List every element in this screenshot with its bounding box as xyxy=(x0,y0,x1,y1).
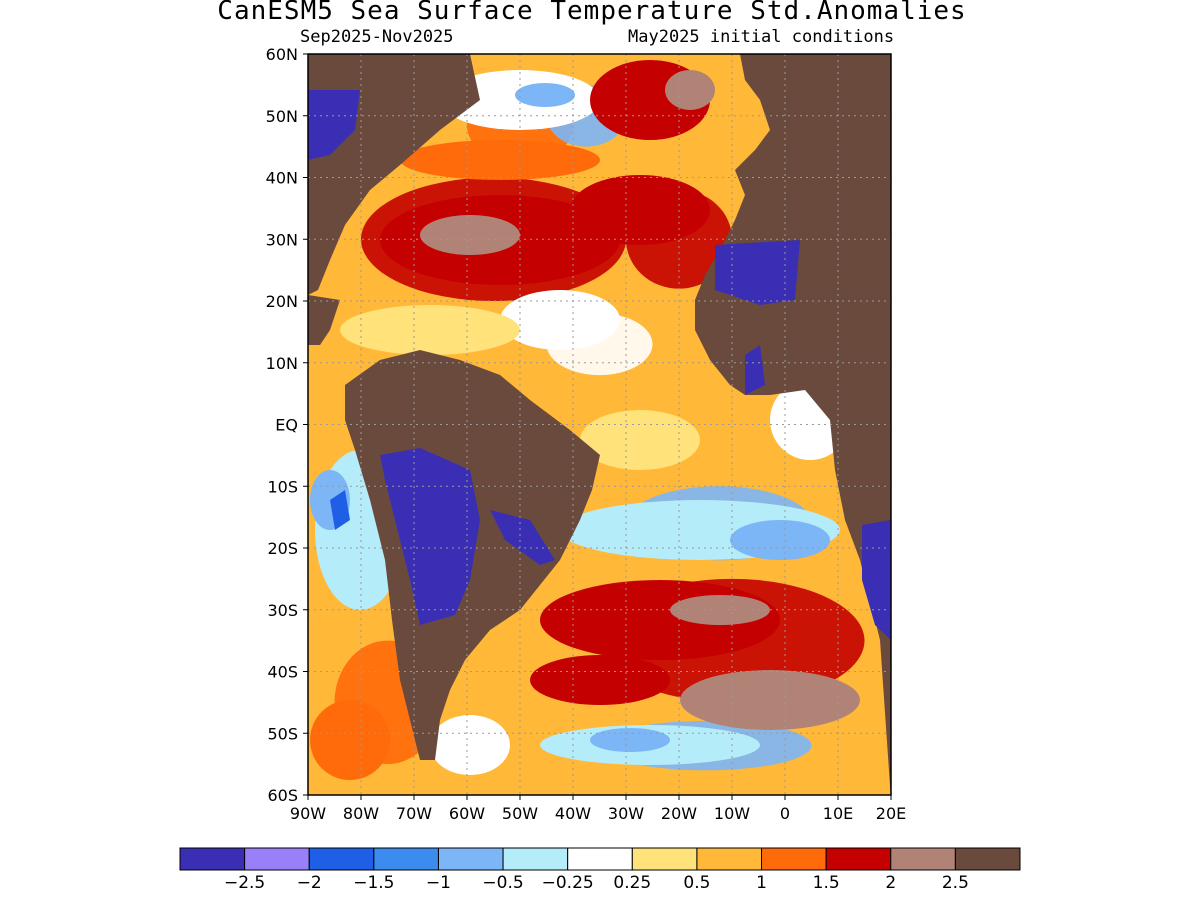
lon-tick-label: 20E xyxy=(876,804,906,823)
colorbar-swatch xyxy=(502,847,569,871)
lon-tick-label: 40W xyxy=(555,804,591,823)
lat-tick-label: 50S xyxy=(267,724,298,743)
colorbar-swatch xyxy=(373,847,439,871)
colorbar-swatch xyxy=(696,847,763,871)
lon-tick-label: 90W xyxy=(290,804,326,823)
lat-tick-label: 10N xyxy=(266,354,298,373)
lon-tick-label: 60W xyxy=(449,804,485,823)
lat-tick-label: 20N xyxy=(266,292,298,311)
lon-tick-label: 70W xyxy=(396,804,432,823)
lon-tick-label: 50W xyxy=(502,804,538,823)
longitude-axis: 90W 80W 70W 60W 50W 40W 30W 20W 10W 0 10E 20E xyxy=(290,795,906,823)
forecast-period: Sep2025-Nov2025 xyxy=(300,27,454,47)
lon-tick-label: 10E xyxy=(823,804,853,823)
colorbar-swatch xyxy=(179,847,246,871)
colorbar-swatch xyxy=(825,847,892,871)
colorbar-label: −0.5 xyxy=(482,873,523,893)
lat-tick-label: 50N xyxy=(266,107,298,126)
colorbar-swatch xyxy=(954,847,1021,871)
lat-tick-label: 30N xyxy=(266,230,298,249)
grid-lines xyxy=(308,54,891,795)
lat-tick-label: 40S xyxy=(267,663,298,682)
colorbar-swatch xyxy=(308,847,375,871)
lon-tick-label: 10W xyxy=(714,804,750,823)
lat-tick-label: 10S xyxy=(267,477,298,496)
initial-conditions-label: May2025 initial conditions xyxy=(628,27,895,47)
colorbar-label: −1.5 xyxy=(353,873,394,893)
lat-tick-label: 20S xyxy=(267,539,298,558)
latitude-axis: 60N 50N 40N 30N 20N 10N EQ 10S 20S 30S 40S 50S 60S xyxy=(266,45,308,805)
colorbar-swatch xyxy=(631,847,698,871)
colorbar-label: 1.5 xyxy=(813,873,840,893)
lat-tick-label: 60N xyxy=(266,45,298,64)
lat-tick-label: 30S xyxy=(267,601,298,620)
colorbar-swatch xyxy=(437,847,504,871)
colorbar-label: −2 xyxy=(297,873,322,893)
colorbar-label: −0.25 xyxy=(542,873,594,893)
colorbar-swatch xyxy=(244,847,310,871)
lon-tick-label: 30W xyxy=(608,804,644,823)
colorbar-label: −1 xyxy=(426,873,451,893)
colorbar: −2.5 −2 −1.5 −1 −0.5 −0.25 0.25 0.5 1 1.5 2 2.5 xyxy=(179,847,1021,893)
lat-tick-label: EQ xyxy=(275,416,298,435)
colorbar-label: 0.5 xyxy=(683,873,710,893)
colorbar-swatch xyxy=(761,847,827,871)
colorbar-swatch xyxy=(567,847,633,871)
colorbar-label: 0.25 xyxy=(613,873,651,893)
colorbar-label: 1 xyxy=(756,873,767,893)
colorbar-label: 2 xyxy=(885,873,896,893)
lon-tick-label: 20W xyxy=(661,804,697,823)
lat-tick-label: 60S xyxy=(267,786,298,805)
lon-tick-label: 80W xyxy=(343,804,379,823)
cold-patches xyxy=(308,90,891,640)
chart-title: CanESM5 Sea Surface Temperature Std.Anom… xyxy=(217,0,967,26)
colorbar-label: 2.5 xyxy=(942,873,969,893)
lon-tick-label: 0 xyxy=(780,804,790,823)
lat-tick-label: 40N xyxy=(266,169,298,188)
colorbar-label: −2.5 xyxy=(224,873,265,893)
colorbar-swatch xyxy=(890,847,956,871)
